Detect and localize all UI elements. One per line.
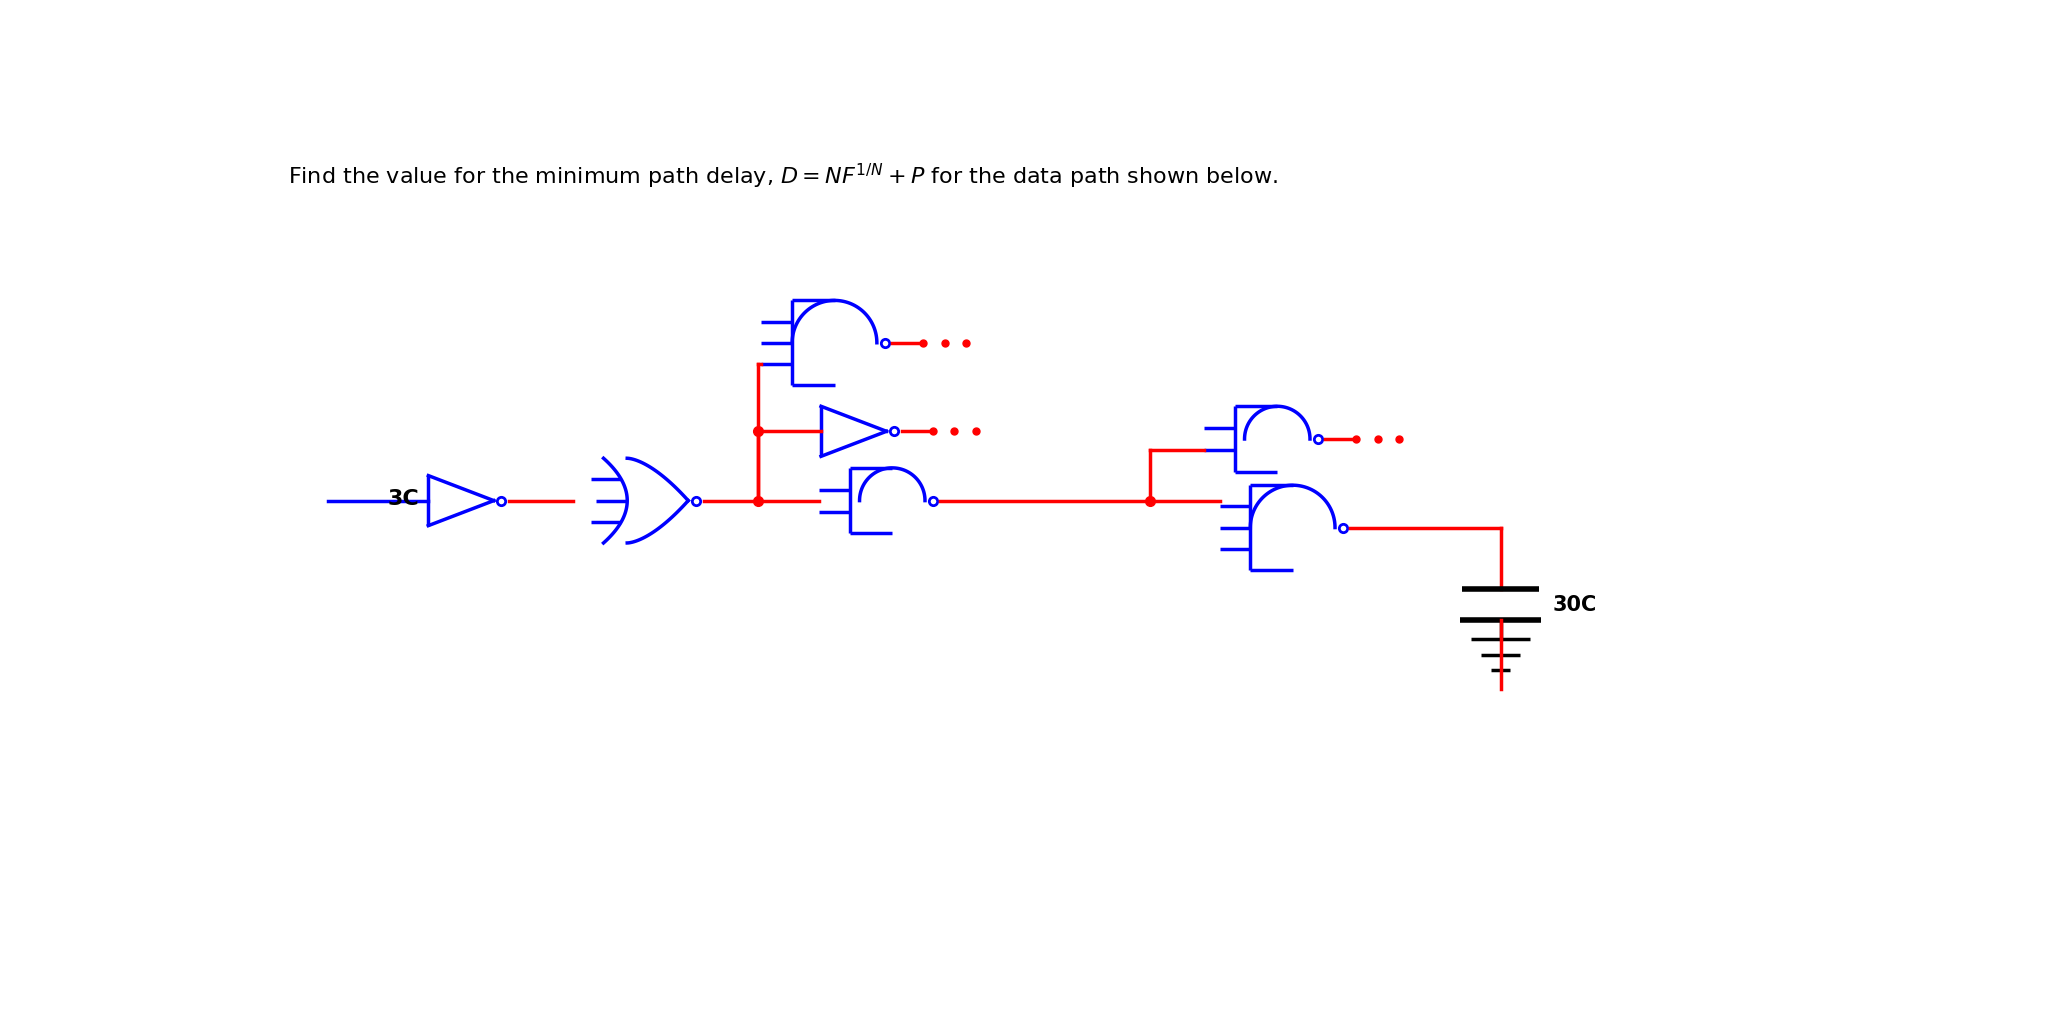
Text: 3C: 3C	[387, 489, 419, 509]
Text: 30C: 30C	[1553, 595, 1598, 614]
Text: Find the value for the minimum path delay, $D = NF^{1/N} + P$ for the data path : Find the value for the minimum path dela…	[288, 161, 1279, 191]
